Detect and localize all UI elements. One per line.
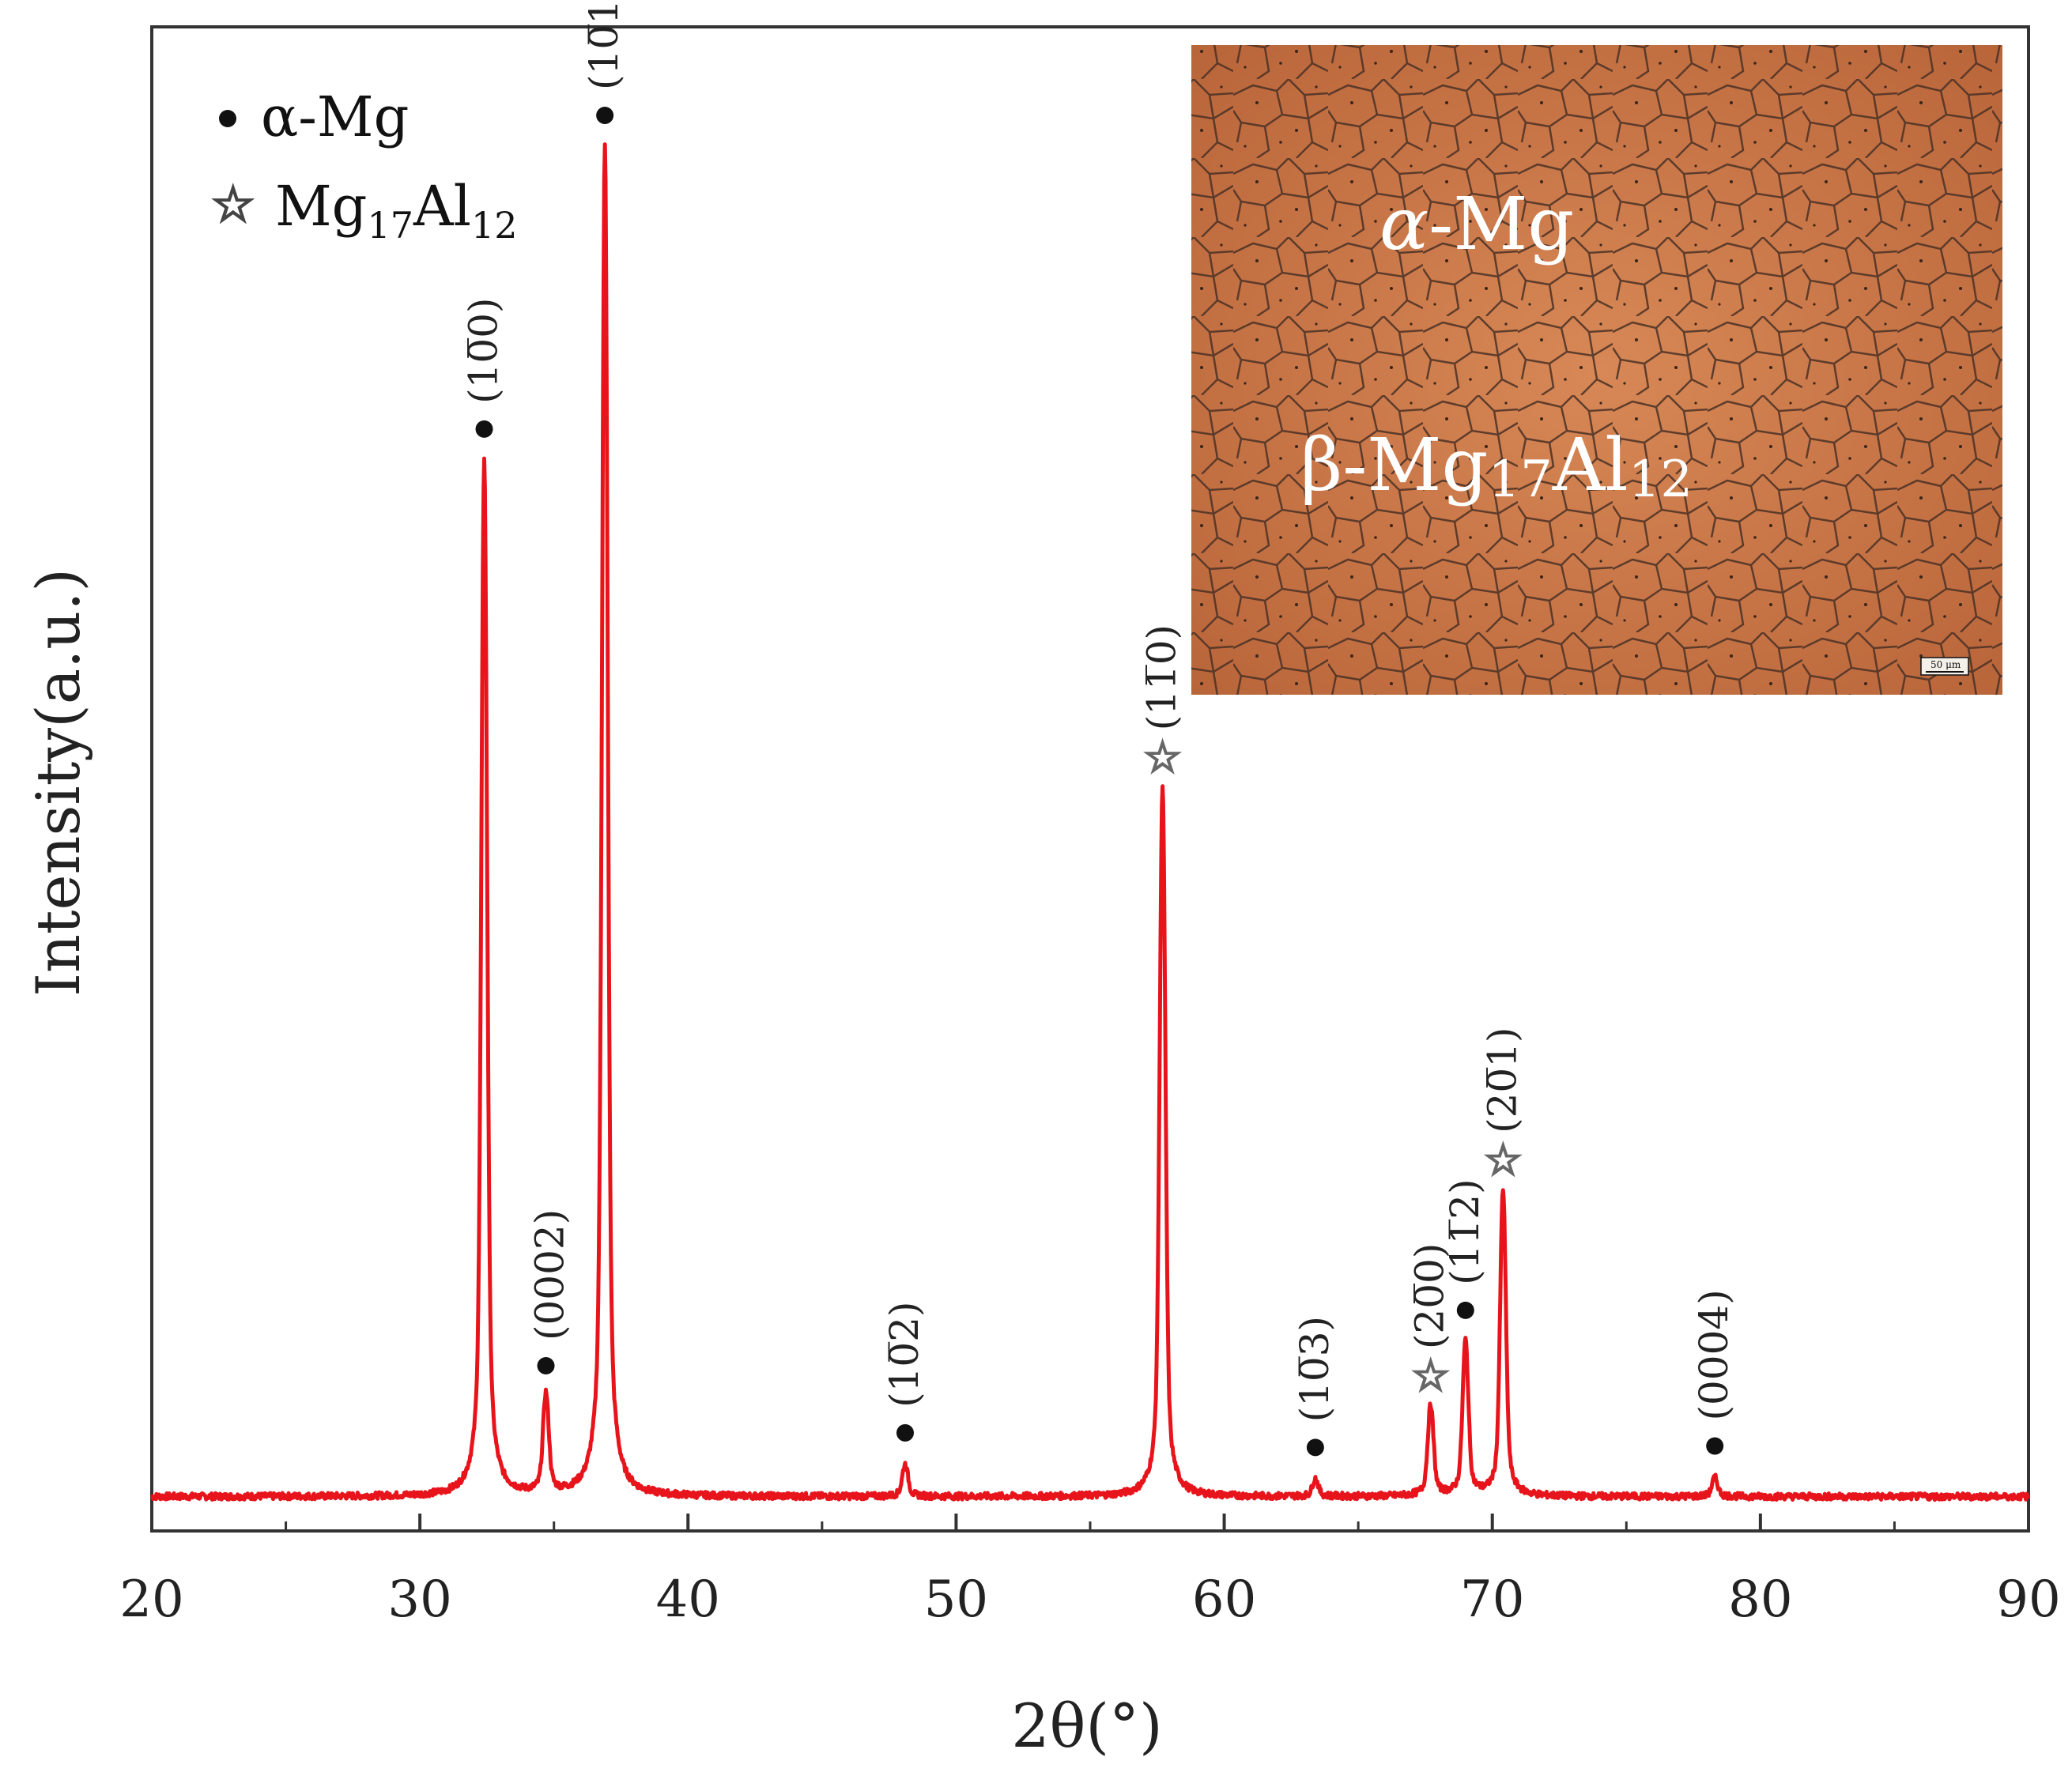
mg17al12-star-icon: ☆ [1412,1351,1450,1401]
alpha-mg-dot-icon [596,107,614,124]
alpha-mg-dot-icon [1706,1437,1724,1455]
mg17al12-star-icon: ☆ [1143,732,1181,782]
x-tick-label: 30 [387,1570,451,1629]
inset-grain-pattern [1191,45,2002,695]
scale-bar: 50 μm [1920,657,1969,676]
peak-hkl-label: (20̅0) [1407,1243,1453,1349]
alpha-mg-dot-icon [1306,1438,1324,1457]
peak-hkl-label: (11̅0) [1139,624,1185,730]
x-axis-title: 2θ(°) [1011,1691,1162,1761]
legend-mg17al12-label: Mg17Al12 [275,174,518,247]
x-tick-label: 90 [1996,1570,2060,1629]
peak-hkl-label: (11̅2) [1442,1178,1488,1284]
y-axis-title: Intensity(a.u.) [23,568,93,997]
x-tick-label: 20 [119,1570,183,1629]
peak-hkl-label: (0002) [527,1209,573,1340]
peak-hkl-label: (20̅1) [1479,1027,1525,1133]
peak-hkl-label: (10̅1) [581,0,627,90]
microstructure-inset: α-Mg β-Mg17Al12 50 μm [1191,45,2002,695]
svg-text:50 μm: 50 μm [1930,659,1961,670]
legend: α-Mg ☆ Mg17Al12 [210,85,518,247]
xrd-pattern-line [150,142,2031,1502]
inset-alpha-label: α-Mg [1379,182,1574,266]
x-tick-label: 50 [924,1570,988,1629]
legend-alpha-mg-label: α-Mg [261,85,409,149]
legend-dot-icon [219,110,236,127]
peak-hkl-label: (10̅2) [881,1301,927,1407]
alpha-mg-dot-icon [537,1357,555,1375]
peak-hkl-label: (10̅3) [1292,1316,1338,1422]
x-axis-ticks: 20 30 40 50 60 70 80 90 [119,1514,2061,1629]
peak-hkl-label: (0004) [1691,1289,1737,1420]
alpha-mg-dot-icon [475,420,493,438]
peak-hkl-label: (10̅0) [461,297,507,403]
alpha-mg-dot-icon [1456,1301,1474,1319]
inset-beta-label: β-Mg17Al12 [1300,423,1693,509]
legend-star-icon: ☆ [211,175,255,233]
x-tick-label: 60 [1192,1570,1256,1629]
peak-annotations: (10̅0)(0002)(10̅1)(10̅2)☆(11̅0)(10̅3) ☆(2… [461,0,1737,1457]
x-tick-label: 80 [1728,1570,1792,1629]
mg17al12-star-icon: ☆ [1484,1135,1522,1185]
x-tick-label: 40 [656,1570,720,1629]
alpha-mg-dot-icon [896,1423,914,1442]
x-tick-label: 70 [1460,1570,1524,1629]
